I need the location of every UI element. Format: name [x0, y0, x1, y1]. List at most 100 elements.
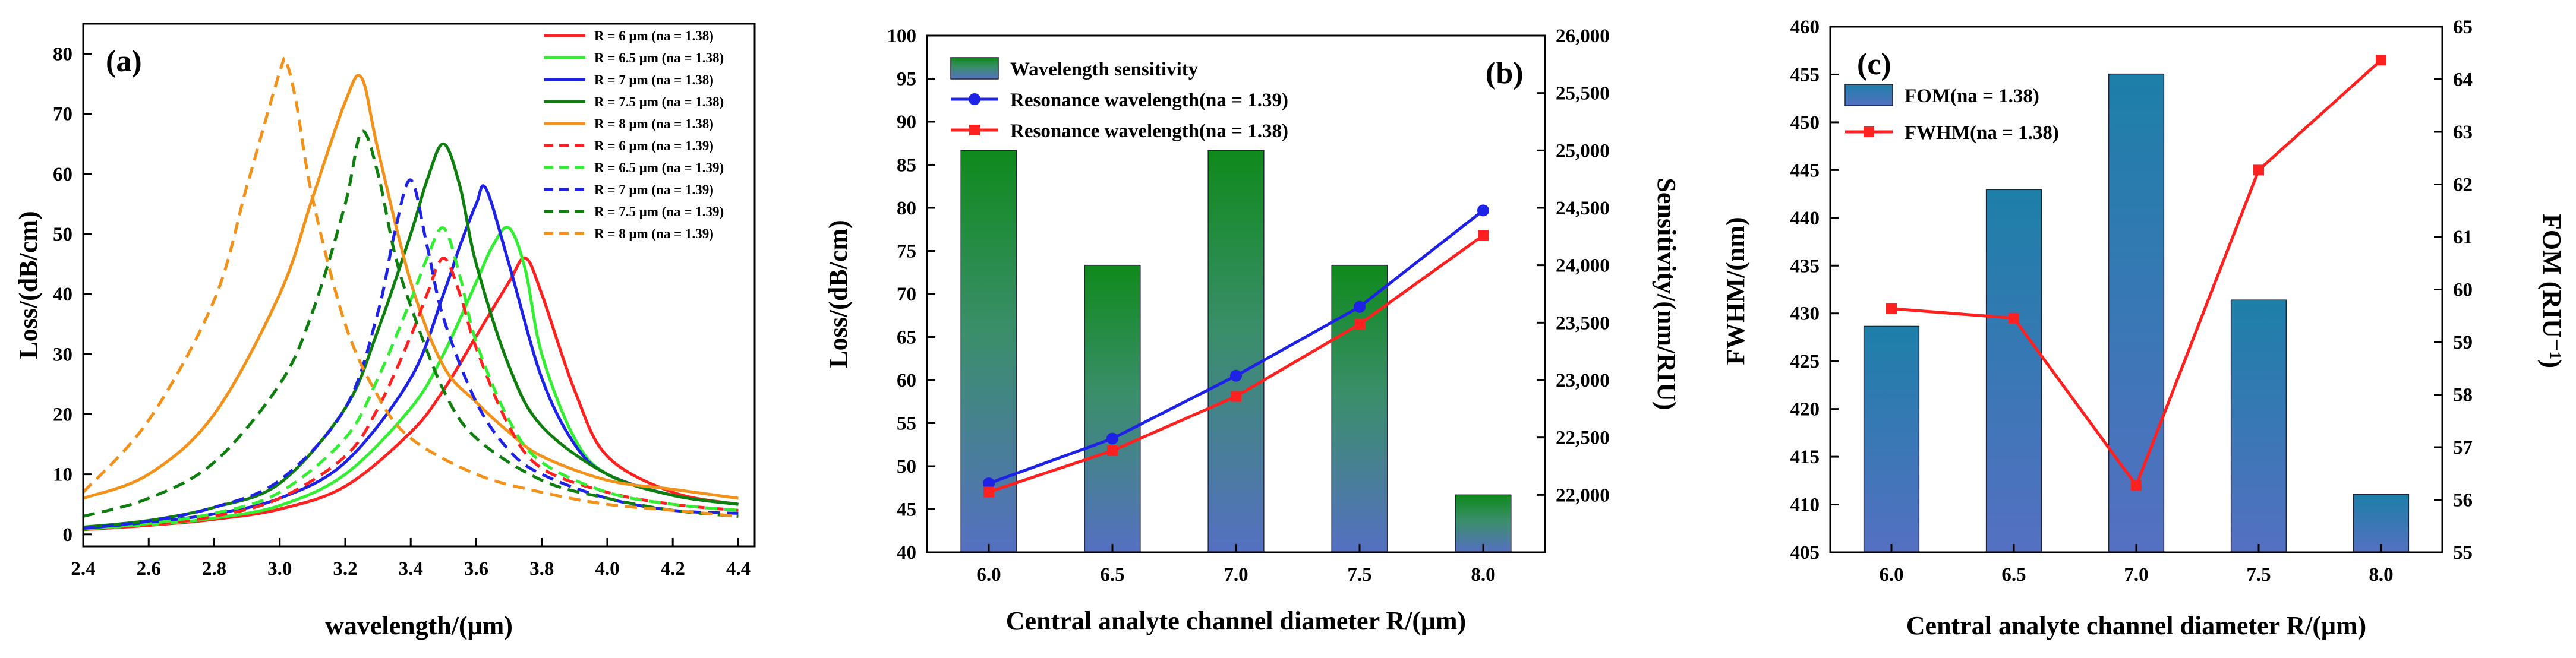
- panel-a-x-tick-label: 3.0: [267, 558, 292, 580]
- panel-b-x-tick-label: 6.5: [1100, 564, 1124, 586]
- panel-b-y-right-tick-label: 24,500: [1556, 198, 1610, 219]
- panel-c-label: (c): [1857, 48, 1891, 81]
- panel-c-y-tick-label: 450: [1790, 112, 1820, 134]
- panel-c-y-tick-label: 415: [1790, 447, 1820, 468]
- panel-c-bar-5: [2353, 494, 2410, 553]
- panel-b-legend-marker-2: [969, 125, 980, 135]
- panel-a-y-label: Loss/(dB/cm): [14, 211, 43, 359]
- panel-b-series-1-point-4: [1354, 300, 1366, 313]
- panel-a-legend-entry-1: R = 6 μm (na = 1.38): [594, 29, 714, 43]
- panel-c-bar-4: [2230, 299, 2287, 553]
- panel-c-y-tick-label: 430: [1790, 303, 1820, 325]
- panel-a-legend-entry-7: R = 6.5 μm (na = 1.39): [594, 160, 724, 175]
- panel-b-bar-3: [1207, 150, 1265, 553]
- panel-b-bar-2: [1084, 264, 1141, 553]
- panel-b-series: [983, 204, 1489, 498]
- panel-c-y-right-tick-label: 55: [2453, 542, 2473, 564]
- panel-a-legend-entry-10: R = 8 μm (na = 1.39): [594, 226, 714, 241]
- panel-c-bars: [1863, 73, 2410, 553]
- panel-a-x-tick-label: 3.4: [399, 558, 423, 580]
- panel-a-y-tick-label: 80: [53, 44, 72, 65]
- panel-c-y-right-tick-label: 62: [2453, 175, 2473, 196]
- panel-b-y-tick-label: 85: [897, 155, 916, 176]
- panel-c-series: [1886, 55, 2386, 491]
- panel-a-series-line-8: [83, 178, 739, 530]
- panel-b-legend-line-entry-2: Resonance wavelength(na = 1.38): [1010, 121, 1288, 142]
- panel-a-y-tick-label: 70: [53, 104, 72, 125]
- panel-b-legend-marker-1: [969, 93, 980, 105]
- panel-c-bar-1: [1863, 325, 1920, 553]
- panel-b-legend-bar-swatch: [950, 57, 999, 80]
- panel-b-y-right-tick-label: 24,000: [1556, 255, 1610, 277]
- panel-a-legend-entry-6: R = 6 μm (na = 1.39): [594, 138, 714, 153]
- panel-a-legend-entry-4: R = 7.5 μm (na = 1.38): [594, 94, 724, 109]
- panel-c-y-tick-label: 455: [1790, 64, 1820, 86]
- panel-c-x-ticks: 6.0 6.5 7.0 7.5 8.0: [1879, 544, 2394, 586]
- panel-b-y-tick-label: 70: [897, 284, 916, 305]
- panel-b-y-tick-label: 95: [897, 69, 916, 90]
- panel-a-y-ticks: 0 10 20 30 40 50 60 70 80: [53, 44, 92, 546]
- panel-b-bar-5: [1455, 494, 1512, 553]
- panel-a-x-tick-label: 2.8: [202, 558, 226, 580]
- panel-c-x-tick-label: 8.0: [2369, 564, 2393, 586]
- panel-b-y-tick-label: 50: [897, 456, 916, 477]
- panel-a-series-line-3: [83, 184, 739, 530]
- panel-c-y-tick-label: 425: [1790, 351, 1820, 372]
- panel-b-series-2-point-2: [1107, 445, 1118, 456]
- panel-a-legend-entry-8: R = 7 μm (na = 1.39): [594, 182, 714, 197]
- panel-c-y-tick-label: 410: [1790, 495, 1820, 516]
- panel-b-y-right-tick-label: 22,500: [1556, 428, 1610, 449]
- panel-a-y-tick-label: 60: [53, 164, 72, 185]
- panel-c-y-right-tick-label: 64: [2453, 69, 2473, 91]
- panel-b-y-right-tick-label: 22,000: [1556, 485, 1610, 506]
- panel-a-legend-entry-9: R = 7.5 μm (na = 1.39): [594, 204, 724, 219]
- panel-a-y-tick-label: 10: [53, 464, 72, 486]
- panel-b-y-tick-label: 45: [897, 499, 916, 521]
- panel-c-legend-bar-entry: FOM(na = 1.38): [1905, 86, 2039, 107]
- panel-a-x-tick-label: 2.4: [71, 558, 95, 580]
- panel-b-x-tick-label: 7.5: [1347, 564, 1371, 586]
- panel-b-series-2-point-5: [1478, 230, 1489, 241]
- panel-b-label: (b): [1486, 56, 1524, 90]
- panel-a-legend-entry-5: R = 8 μm (na = 1.38): [594, 116, 714, 131]
- panel-a-y-tick-label: 50: [53, 224, 72, 245]
- panel-c-y-right-tick-label: 59: [2453, 332, 2473, 353]
- panel-c-y-right-tick-label: 58: [2453, 385, 2473, 406]
- panel-a-frame: [82, 23, 756, 548]
- panel-b-legend: Wavelength sensitivity Resonance waveleng…: [950, 57, 1288, 142]
- panel-b-series-2-point-3: [1231, 391, 1241, 402]
- panel-b-series-1-point-3: [1230, 369, 1242, 382]
- panel-c-y-right-tick-label: 63: [2453, 122, 2473, 143]
- panel-b-y-tick-label: 80: [897, 198, 916, 219]
- panel-a-x-label: wavelength/(μm): [325, 611, 513, 640]
- panel-a-series-line-9: [83, 129, 739, 518]
- panel-a: 2.4 2.6 2.8 3.0 3.2 3.4 3.6 3.8 4.0 4.2 4.4 0 10 20 3…: [14, 23, 756, 640]
- panel-c-y-tick-label: 435: [1790, 255, 1820, 277]
- panel-c-y-right-tick-label: 61: [2453, 227, 2473, 248]
- panel-c: 6.0 6.5 7.0 7.5 8.0 405 410 415 420 425 430 435 440…: [1721, 17, 2566, 640]
- panel-b-y-tick-label: 90: [897, 112, 916, 133]
- panel-a-x-tick-label: 3.8: [529, 558, 554, 580]
- panel-c-x-label: Central analyte channel diameter R/(μm): [1906, 611, 2366, 640]
- panel-b-bars: [960, 150, 1512, 553]
- panel-c-legend-line-entry-1: FWHM(na = 1.38): [1905, 122, 2059, 144]
- panel-b-series-1-point-2: [1106, 432, 1118, 445]
- panel-a-label: (a): [106, 45, 142, 78]
- panel-a-legend-entry-3: R = 7 μm (na = 1.38): [594, 72, 714, 87]
- panel-c-legend-marker-1: [1864, 126, 1874, 137]
- panel-b-y-tick-label: 60: [897, 370, 916, 391]
- panel-b-y-right-tick-label: 23,000: [1556, 370, 1610, 391]
- panel-c-y-ticks: 405 410 415 420 425 430 435 440 445 450 455 460: [1790, 17, 1839, 564]
- panel-c-y-tick-label: 420: [1790, 399, 1820, 420]
- panel-c-bar-2: [1985, 189, 2042, 553]
- panel-b-series-1-point-1: [983, 477, 995, 489]
- panel-b-y-label: Loss/(dB/cm): [824, 220, 853, 368]
- panel-a-x-tick-label: 4.2: [661, 558, 685, 580]
- panel-a-series-line-4: [83, 142, 739, 529]
- panel-a-series-line-5: [83, 74, 739, 500]
- panel-b: 6.0 6.5 7.0 7.5 8.0 40 45 50 55 60 65 70 75 80 85 90 95…: [824, 26, 1681, 635]
- panel-c-x-tick-label: 6.0: [1879, 564, 1903, 586]
- panel-b-legend-line-entry-1: Resonance wavelength(na = 1.39): [1010, 90, 1288, 111]
- panel-b-y-right-tick-label: 23,500: [1556, 312, 1610, 334]
